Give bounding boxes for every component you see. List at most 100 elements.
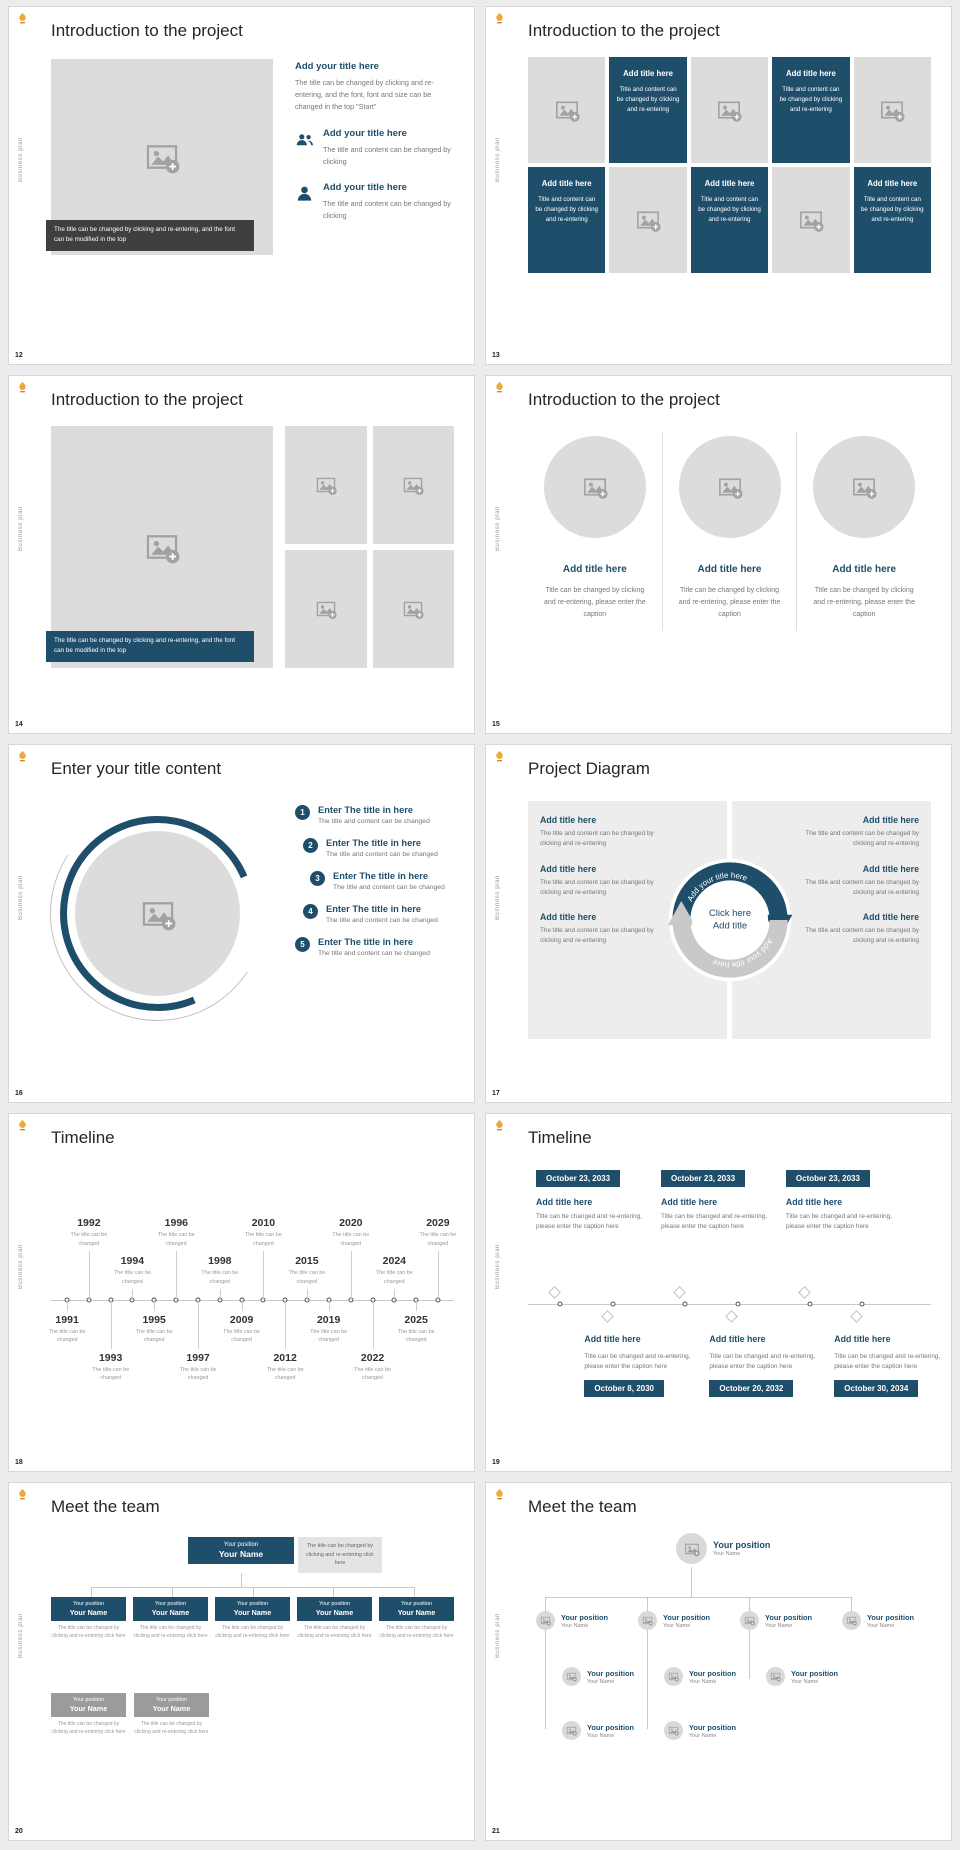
entry-caption: Title can be changed and re-entering, pl… bbox=[660, 1213, 767, 1231]
member-name: Your Name bbox=[69, 1704, 108, 1713]
org-member: Your position Your Name The title can be … bbox=[51, 1597, 126, 1640]
image-placeholder bbox=[609, 167, 687, 273]
timeline-label: 1992 The title can be changed bbox=[65, 1217, 113, 1248]
list-item: 1 Enter The title in here The title and c… bbox=[295, 805, 457, 825]
connector-line bbox=[198, 1300, 200, 1349]
arrow-arc-bottom bbox=[671, 919, 788, 978]
item-body: The title and content can be changed bbox=[326, 917, 438, 924]
sidebar-label: Business plan bbox=[495, 1244, 501, 1290]
title-tile: Add title here Title and content can be c… bbox=[609, 57, 687, 163]
timeline-label: 1998 The title can be changed bbox=[196, 1255, 244, 1286]
org-box: Your position Your Name bbox=[133, 1597, 208, 1621]
member-caption: The title can be changed by clicking and… bbox=[51, 1721, 126, 1735]
panel-item: Add title here The title and content can … bbox=[540, 864, 675, 899]
timeline-caption: The title can be changed bbox=[310, 1329, 348, 1344]
image-placeholder-icon bbox=[315, 474, 337, 496]
slide-title: Timeline bbox=[51, 1128, 115, 1147]
item-number: 2 bbox=[303, 838, 318, 853]
timeline-caption: The title can be changed bbox=[375, 1270, 413, 1285]
timeline-year: 2029 bbox=[426, 1217, 450, 1230]
timeline-caption: The title can be changed bbox=[397, 1329, 435, 1344]
slide-body: Introduction to the project The title ca… bbox=[46, 390, 454, 719]
logo-icon bbox=[16, 750, 29, 763]
item-title: Add title here bbox=[862, 912, 919, 922]
text-column: Add your title here The title can be cha… bbox=[295, 59, 454, 255]
timeline-node bbox=[682, 1301, 688, 1307]
member-text: Your position Your Name bbox=[663, 1613, 710, 1629]
image-placeholder bbox=[528, 57, 606, 163]
slide-14[interactable]: Business plan 14 Introduction to the pro… bbox=[8, 375, 475, 734]
timeline-label: 2019 The title can be changed bbox=[305, 1314, 353, 1345]
timeline-label: 1997 The title can be changed bbox=[174, 1352, 222, 1383]
timeline-caption: The title can be changed bbox=[266, 1367, 304, 1382]
slide-13[interactable]: Business plan 13 Introduction to the pro… bbox=[485, 6, 952, 365]
avatar bbox=[842, 1611, 861, 1630]
timeline-year: 1993 bbox=[98, 1352, 123, 1364]
image-placeholder-icon bbox=[642, 1615, 653, 1626]
timeline-year: 2020 bbox=[339, 1217, 363, 1230]
timeline-caption: The title can be changed bbox=[288, 1270, 326, 1285]
connector-line bbox=[749, 1629, 750, 1679]
connector-line bbox=[647, 1629, 648, 1729]
member-position: Your position bbox=[663, 1612, 711, 1622]
slide-15[interactable]: Business plan 15 Introduction to the pro… bbox=[485, 375, 952, 734]
item-number: 1 bbox=[295, 805, 310, 820]
panel-item: Add title here The title and content can … bbox=[784, 912, 919, 947]
page-number: 20 bbox=[15, 1828, 23, 1835]
connector-line bbox=[110, 1300, 112, 1349]
timeline: October 23, 2033 Add title here Title ca… bbox=[528, 1166, 940, 1448]
member-name: Your Name bbox=[587, 1678, 615, 1685]
item-title: Add title here bbox=[862, 815, 919, 825]
image-placeholder bbox=[372, 426, 454, 544]
connector-line bbox=[154, 1300, 156, 1311]
image-placeholder bbox=[543, 436, 646, 538]
connector-line bbox=[67, 1300, 69, 1311]
slide-title: Enter your title content bbox=[51, 759, 222, 778]
item-text: Enter The title in here The title and con… bbox=[333, 871, 445, 891]
timeline-label: 2015 The title can be changed bbox=[283, 1255, 331, 1286]
item-title: Add title here bbox=[540, 912, 597, 922]
slide-title: Timeline bbox=[528, 1128, 592, 1147]
slide-20[interactable]: Business plan 20 Meet the team Your posi… bbox=[8, 1482, 475, 1841]
timeline-year: 2022 bbox=[360, 1352, 385, 1364]
column-caption: Title can be changed by clicking and re-… bbox=[678, 587, 781, 618]
timeline-year: 2025 bbox=[404, 1314, 428, 1326]
image-placeholder-icon bbox=[140, 896, 176, 932]
org-member: Your position Your Name bbox=[638, 1611, 710, 1630]
logo-icon bbox=[16, 1119, 29, 1132]
timeline-year: 2009 bbox=[229, 1314, 254, 1326]
image-placeholder bbox=[853, 57, 931, 163]
item-title: Add title here bbox=[540, 815, 597, 825]
org-chart: Your position Your Name Your position Your… bbox=[528, 1533, 931, 1813]
org-row: Your position Your Name The title can be … bbox=[51, 1597, 454, 1640]
member-name: Your Name bbox=[713, 1551, 741, 1557]
connector-line bbox=[372, 1300, 374, 1349]
timeline-year: 1991 bbox=[55, 1314, 79, 1326]
connector-line bbox=[647, 1597, 648, 1619]
timeline-caption: The title can be changed bbox=[70, 1232, 108, 1247]
slide-17[interactable]: Business plan 17 Project Diagram Add tit… bbox=[485, 744, 952, 1103]
entry-title: Add title here bbox=[584, 1334, 641, 1344]
slide-18[interactable]: Business plan 18 Timeline 1991 The title … bbox=[8, 1113, 475, 1472]
slide-19[interactable]: Business plan 19 Timeline October 2 bbox=[485, 1113, 952, 1472]
timeline-label: 1996 The title can be changed bbox=[152, 1217, 200, 1248]
slide-title: Meet the team bbox=[51, 1497, 160, 1516]
slide-12[interactable]: Business plan 12 Introduction to the pro… bbox=[8, 6, 475, 365]
people-icon bbox=[295, 130, 314, 149]
entry-caption: Title can be changed and re-entering, pl… bbox=[584, 1353, 691, 1371]
member-text: Your position Your Name bbox=[587, 1669, 634, 1685]
member-position: Your position bbox=[689, 1722, 737, 1732]
timeline-entry: October 23, 2033 Add title here Title ca… bbox=[660, 1168, 787, 1233]
panel-item: Add title here The title and content can … bbox=[784, 864, 919, 899]
logo-icon bbox=[493, 12, 506, 25]
image-caption: The title can be changed by clicking and… bbox=[46, 219, 254, 251]
slide-16[interactable]: Business plan 16 Enter your title conten… bbox=[8, 744, 475, 1103]
slide-edge: Business plan 13 bbox=[486, 7, 514, 364]
slide-21[interactable]: Business plan 21 Meet the team Your posi… bbox=[485, 1482, 952, 1841]
timeline-caption: The title can be changed bbox=[92, 1367, 130, 1382]
member-position: Your position bbox=[73, 1601, 104, 1607]
content-row: The title can be changed by clicking and… bbox=[46, 59, 454, 255]
timeline-caption: The title can be changed bbox=[48, 1329, 86, 1344]
text-block: Add your title here The title can be cha… bbox=[295, 61, 454, 113]
slide-body: Meet the team Your position Your Name Th… bbox=[51, 1497, 454, 1826]
